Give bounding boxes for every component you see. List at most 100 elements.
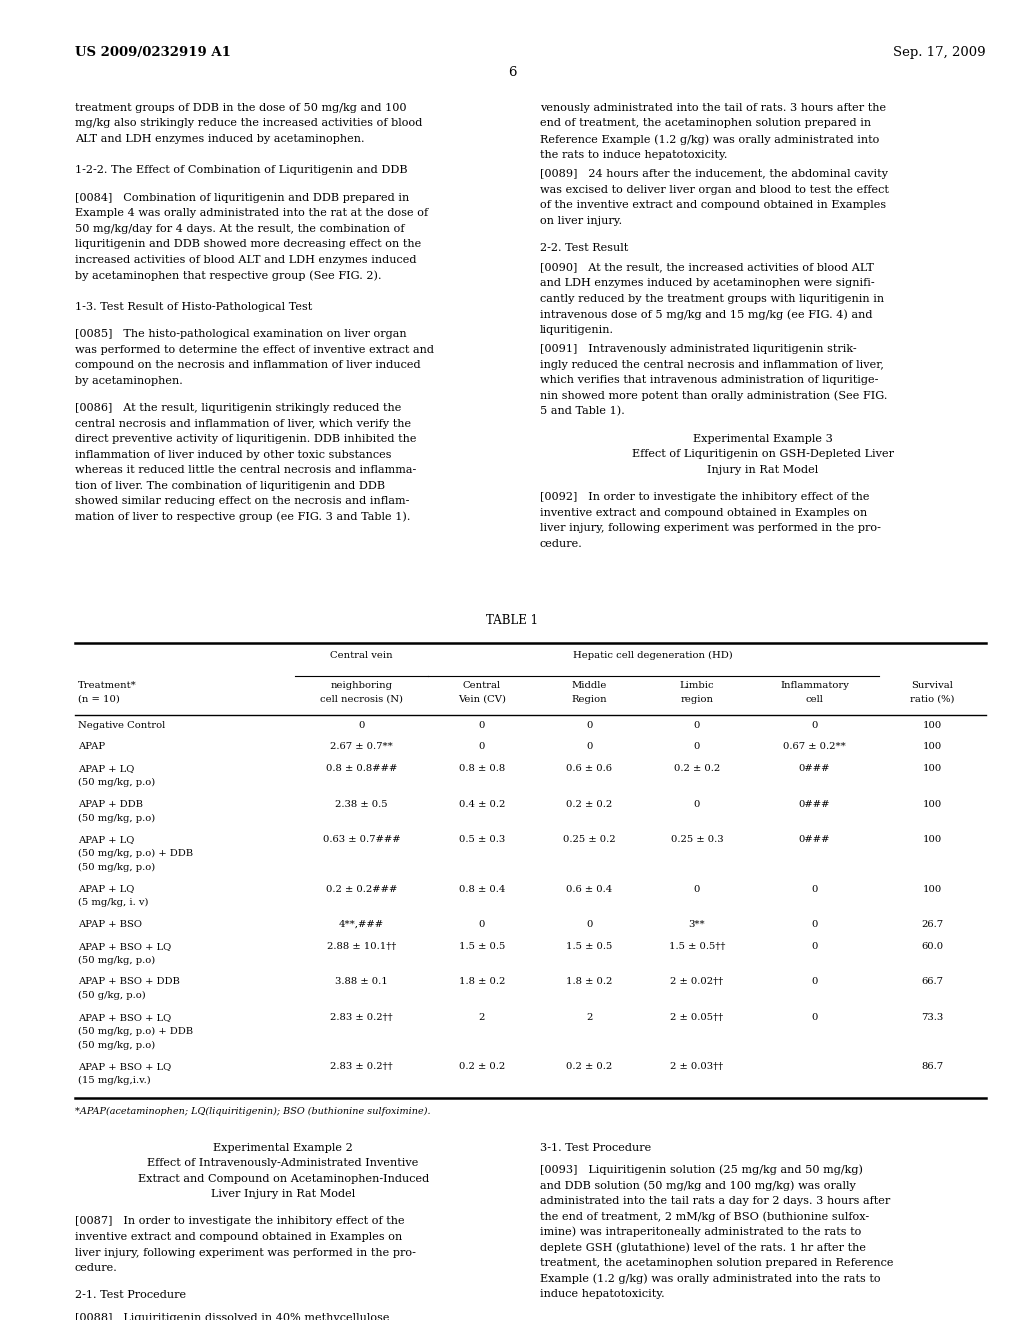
Text: 86.7: 86.7 bbox=[922, 1063, 943, 1071]
Text: (50 mg/kg, p.o) + DDB: (50 mg/kg, p.o) + DDB bbox=[78, 1027, 193, 1036]
Text: 0: 0 bbox=[586, 920, 593, 929]
Text: Hepatic cell degeneration (HD): Hepatic cell degeneration (HD) bbox=[573, 651, 733, 660]
Text: 2 ± 0.03††: 2 ± 0.03†† bbox=[671, 1063, 723, 1071]
Text: 1.8 ± 0.2: 1.8 ± 0.2 bbox=[459, 977, 505, 986]
Text: inventive extract and compound obtained in Examples on: inventive extract and compound obtained … bbox=[75, 1232, 402, 1242]
Text: 6: 6 bbox=[508, 66, 516, 79]
Text: (50 mg/kg, p.o): (50 mg/kg, p.o) bbox=[78, 956, 155, 965]
Text: Treatment*: Treatment* bbox=[78, 681, 136, 690]
Text: [0092]   In order to investigate the inhibitory effect of the: [0092] In order to investigate the inhib… bbox=[540, 492, 869, 502]
Text: 0.5 ± 0.3: 0.5 ± 0.3 bbox=[459, 836, 505, 845]
Text: 0: 0 bbox=[693, 800, 700, 809]
Text: cantly reduced by the treatment groups with liquritigenin in: cantly reduced by the treatment groups w… bbox=[540, 293, 884, 304]
Text: by acetaminophen that respective group (See FIG. 2).: by acetaminophen that respective group (… bbox=[75, 271, 381, 281]
Text: was excised to deliver liver organ and blood to test the effect: was excised to deliver liver organ and b… bbox=[540, 185, 889, 194]
Text: Liver Injury in Rat Model: Liver Injury in Rat Model bbox=[211, 1189, 355, 1199]
Text: 2.83 ± 0.2††: 2.83 ± 0.2†† bbox=[330, 1063, 393, 1071]
Text: [0090]   At the result, the increased activities of blood ALT: [0090] At the result, the increased acti… bbox=[540, 263, 873, 272]
Text: cell: cell bbox=[806, 694, 823, 704]
Text: Inflammatory: Inflammatory bbox=[780, 681, 849, 690]
Text: Extract and Compound on Acetaminophen-Induced: Extract and Compound on Acetaminophen-In… bbox=[137, 1173, 429, 1184]
Text: 0.2 ± 0.2: 0.2 ± 0.2 bbox=[566, 1063, 612, 1071]
Text: 1-3. Test Result of Histo-Pathological Test: 1-3. Test Result of Histo-Pathological T… bbox=[75, 302, 312, 312]
Text: 5 and Table 1).: 5 and Table 1). bbox=[540, 407, 625, 417]
Text: 2.38 ± 0.5: 2.38 ± 0.5 bbox=[335, 800, 388, 809]
Text: *APAP(acetaminophen; LQ(liquiritigenin); BSO (buthionine sulfoximine).: *APAP(acetaminophen; LQ(liquiritigenin);… bbox=[75, 1107, 430, 1115]
Text: APAP + LQ: APAP + LQ bbox=[78, 836, 134, 845]
Text: 0.67 ± 0.2**: 0.67 ± 0.2** bbox=[783, 742, 846, 751]
Text: 3**: 3** bbox=[688, 920, 706, 929]
Text: 60.0: 60.0 bbox=[922, 941, 943, 950]
Text: (50 mg/kg, p.o): (50 mg/kg, p.o) bbox=[78, 1040, 155, 1049]
Text: inflammation of liver induced by other toxic substances: inflammation of liver induced by other t… bbox=[75, 450, 391, 459]
Text: 0###: 0### bbox=[799, 764, 830, 774]
Text: Survival: Survival bbox=[911, 681, 953, 690]
Text: region: region bbox=[680, 694, 714, 704]
Text: 0.8 ± 0.8: 0.8 ± 0.8 bbox=[459, 764, 505, 774]
Text: 3-1. Test Procedure: 3-1. Test Procedure bbox=[540, 1143, 651, 1152]
Text: 1.5 ± 0.5: 1.5 ± 0.5 bbox=[459, 941, 505, 950]
Text: 0.2 ± 0.2###: 0.2 ± 0.2### bbox=[326, 884, 397, 894]
Text: tion of liver. The combination of liquritigenin and DDB: tion of liver. The combination of liquri… bbox=[75, 480, 385, 491]
Text: APAP: APAP bbox=[78, 742, 104, 751]
Text: ingly reduced the central necrosis and inflammation of liver,: ingly reduced the central necrosis and i… bbox=[540, 359, 884, 370]
Text: [0088]   Liquiritigenin dissolved in 40% methycellulose: [0088] Liquiritigenin dissolved in 40% m… bbox=[75, 1312, 389, 1320]
Text: APAP + BSO + DDB: APAP + BSO + DDB bbox=[78, 977, 179, 986]
Text: and DDB solution (50 mg/kg and 100 mg/kg) was orally: and DDB solution (50 mg/kg and 100 mg/kg… bbox=[540, 1180, 855, 1191]
Text: of the inventive extract and compound obtained in Examples: of the inventive extract and compound ob… bbox=[540, 201, 886, 210]
Text: APAP + DDB: APAP + DDB bbox=[78, 800, 142, 809]
Text: central necrosis and inflammation of liver, which verify the: central necrosis and inflammation of liv… bbox=[75, 418, 411, 429]
Text: 2: 2 bbox=[478, 1012, 485, 1022]
Text: whereas it reduced little the central necrosis and inflamma-: whereas it reduced little the central ne… bbox=[75, 465, 416, 475]
Text: liquritigenin.: liquritigenin. bbox=[540, 325, 613, 334]
Text: US 2009/0232919 A1: US 2009/0232919 A1 bbox=[75, 46, 230, 59]
Text: 2-1. Test Procedure: 2-1. Test Procedure bbox=[75, 1291, 186, 1300]
Text: 0: 0 bbox=[586, 721, 593, 730]
Text: 0.2 ± 0.2: 0.2 ± 0.2 bbox=[459, 1063, 505, 1071]
Text: end of treatment, the acetaminophen solution prepared in: end of treatment, the acetaminophen solu… bbox=[540, 119, 870, 128]
Text: 0: 0 bbox=[811, 721, 818, 730]
Text: Negative Control: Negative Control bbox=[78, 721, 165, 730]
Text: 0.2 ± 0.2: 0.2 ± 0.2 bbox=[674, 764, 720, 774]
Text: (5 mg/kg, i. v): (5 mg/kg, i. v) bbox=[78, 899, 148, 907]
Text: Experimental Example 2: Experimental Example 2 bbox=[213, 1143, 353, 1152]
Text: APAP + BSO + LQ: APAP + BSO + LQ bbox=[78, 1063, 171, 1071]
Text: 26.7: 26.7 bbox=[922, 920, 943, 929]
Text: the end of treatment, 2 mM/kg of BSO (buthionine sulfox-: the end of treatment, 2 mM/kg of BSO (bu… bbox=[540, 1212, 868, 1222]
Text: 0: 0 bbox=[811, 1012, 818, 1022]
Text: 66.7: 66.7 bbox=[922, 977, 943, 986]
Text: 0: 0 bbox=[811, 977, 818, 986]
Text: 2 ± 0.02††: 2 ± 0.02†† bbox=[671, 977, 723, 986]
Text: Example 4 was orally administrated into the rat at the dose of: Example 4 was orally administrated into … bbox=[75, 209, 428, 218]
Text: Sep. 17, 2009: Sep. 17, 2009 bbox=[894, 46, 986, 59]
Text: 3.88 ± 0.1: 3.88 ± 0.1 bbox=[335, 977, 388, 986]
Text: 0: 0 bbox=[478, 920, 485, 929]
Text: treatment groups of DDB in the dose of 50 mg/kg and 100: treatment groups of DDB in the dose of 5… bbox=[75, 103, 407, 114]
Text: increased activities of blood ALT and LDH enzymes induced: increased activities of blood ALT and LD… bbox=[75, 255, 416, 265]
Text: 0: 0 bbox=[478, 742, 485, 751]
Text: TABLE 1: TABLE 1 bbox=[486, 614, 538, 627]
Text: 0.6 ± 0.4: 0.6 ± 0.4 bbox=[566, 884, 612, 894]
Text: [0093]   Liquiritigenin solution (25 mg/kg and 50 mg/kg): [0093] Liquiritigenin solution (25 mg/kg… bbox=[540, 1164, 862, 1175]
Text: 2: 2 bbox=[586, 1012, 593, 1022]
Text: 0.4 ± 0.2: 0.4 ± 0.2 bbox=[459, 800, 505, 809]
Text: 0: 0 bbox=[586, 742, 593, 751]
Text: 1.8 ± 0.2: 1.8 ± 0.2 bbox=[566, 977, 612, 986]
Text: APAP + LQ: APAP + LQ bbox=[78, 764, 134, 774]
Text: Vein (CV): Vein (CV) bbox=[458, 694, 506, 704]
Text: 0: 0 bbox=[693, 721, 700, 730]
Text: 0.25 ± 0.2: 0.25 ± 0.2 bbox=[563, 836, 615, 845]
Text: APAP + BSO + LQ: APAP + BSO + LQ bbox=[78, 941, 171, 950]
Text: 2.67 ± 0.7**: 2.67 ± 0.7** bbox=[330, 742, 393, 751]
Text: which verifies that intravenous administration of liquritige-: which verifies that intravenous administ… bbox=[540, 375, 878, 385]
Text: Injury in Rat Model: Injury in Rat Model bbox=[708, 465, 818, 475]
Text: Experimental Example 3: Experimental Example 3 bbox=[693, 433, 833, 444]
Text: 0.25 ± 0.3: 0.25 ± 0.3 bbox=[671, 836, 723, 845]
Text: (50 mg/kg, p.o): (50 mg/kg, p.o) bbox=[78, 777, 155, 787]
Text: 0: 0 bbox=[478, 721, 485, 730]
Text: by acetaminophen.: by acetaminophen. bbox=[75, 376, 182, 385]
Text: 0.8 ± 0.4: 0.8 ± 0.4 bbox=[459, 884, 505, 894]
Text: and LDH enzymes induced by acetaminophen were signifi-: and LDH enzymes induced by acetaminophen… bbox=[540, 279, 874, 288]
Text: liver injury, following experiment was performed in the pro-: liver injury, following experiment was p… bbox=[75, 1247, 416, 1258]
Text: (50 mg/kg, p.o): (50 mg/kg, p.o) bbox=[78, 863, 155, 873]
